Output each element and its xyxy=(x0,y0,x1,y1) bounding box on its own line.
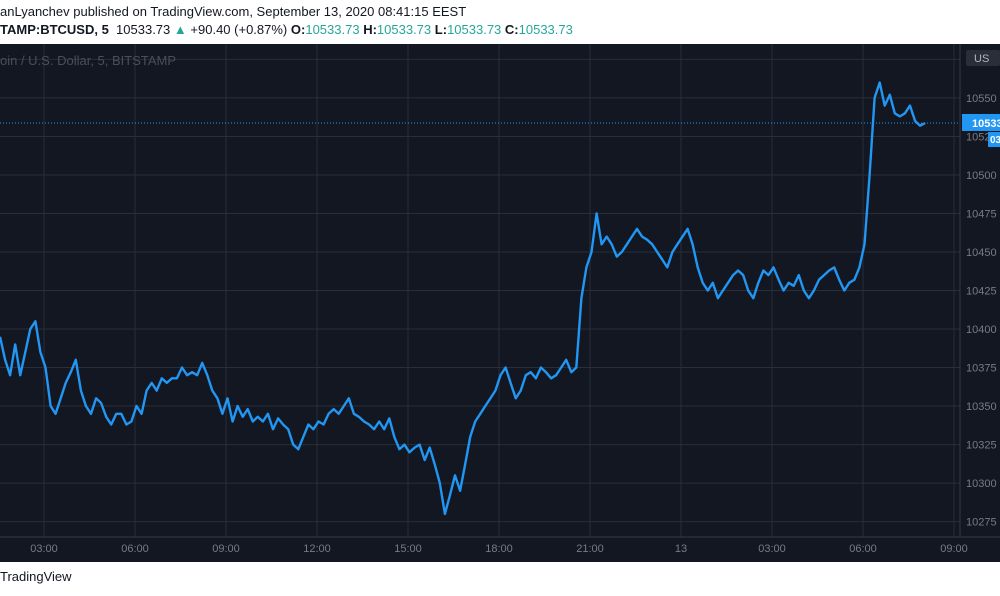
low-value: 10533.73 xyxy=(447,22,502,37)
symbol-label: TAMP:BTCUSD, 5 xyxy=(0,22,109,37)
price-tick-label: 10325 xyxy=(966,440,997,452)
time-tick-label: 03:00 xyxy=(758,543,786,555)
time-tick-label: 13 xyxy=(675,543,687,555)
price-tick-label: 10425 xyxy=(966,286,997,298)
countdown-tag-label: 03 xyxy=(990,135,1000,146)
price-axis-labels: 10275 10300 10325 10350 10375 10400 10425 10450… xyxy=(966,54,997,528)
price-tick-label: 10475 xyxy=(966,208,997,220)
price-tick-label: 10400 xyxy=(966,324,997,336)
time-tick-label: 21:00 xyxy=(576,543,604,555)
footer-brand: TradingView xyxy=(0,569,72,584)
time-axis-labels: 03:00 06:00 09:00 12:00 15:00 18:00 21:00 13 03:… xyxy=(30,543,968,555)
ohlc-line: TAMP:BTCUSD, 5 10533.73 ▲ +90.40 (+0.87%… xyxy=(0,22,573,37)
grid xyxy=(0,44,960,537)
price-tick-label: 10350 xyxy=(966,401,997,413)
price-chart[interactable]: oin / U.S. Dollar, 5, BITSTAMP 10275 1030… xyxy=(0,44,1000,562)
published-line: anLyanchev published on TradingView.com,… xyxy=(0,4,467,19)
close-label: C: xyxy=(504,22,519,37)
last-price-tag-bg xyxy=(962,113,1000,131)
series-line-btcusd xyxy=(0,81,926,516)
last-price: 10533.73 xyxy=(116,22,171,37)
high-label: H: xyxy=(363,22,377,37)
time-tick-label: 18:00 xyxy=(485,543,513,555)
price-tick-label: 10300 xyxy=(966,478,997,490)
price-tick-label: 10375 xyxy=(966,363,997,375)
time-tick-label: 06:00 xyxy=(121,543,149,555)
high-value: 10533.73 xyxy=(376,22,432,37)
last-price-tag-label: 10533 xyxy=(972,118,1000,130)
open-value: 10533.73 xyxy=(305,22,360,37)
countdown-tag-bg xyxy=(988,131,1000,147)
price-change: +90.40 (+0.87%) xyxy=(190,22,288,37)
price-tick-label: 10275 xyxy=(966,517,997,529)
time-tick-label: 09:00 xyxy=(212,543,240,555)
price-tick-label: 10450 xyxy=(966,247,997,259)
price-tick-label: 10500 xyxy=(966,170,997,182)
chart-watermark: oin / U.S. Dollar, 5, BITSTAMP xyxy=(0,53,176,68)
last-price-tag: 10533 03 xyxy=(962,113,1000,147)
time-tick-label: 09:00 xyxy=(940,543,968,555)
low-label: L: xyxy=(434,22,448,37)
time-tick-label: 12:00 xyxy=(303,543,331,555)
time-tick-label: 15:00 xyxy=(394,543,422,555)
currency-badge-label: US xyxy=(974,53,989,65)
change-arrow-icon: ▲ xyxy=(173,22,187,37)
time-tick-label: 06:00 xyxy=(849,543,877,555)
open-label: O: xyxy=(290,22,306,37)
time-tick-label: 03:00 xyxy=(30,543,58,555)
price-tick-label: 10550 xyxy=(966,93,997,105)
close-value: 10533.73 xyxy=(518,22,573,37)
currency-badge[interactable] xyxy=(966,50,1000,66)
chart-background xyxy=(0,44,1000,562)
